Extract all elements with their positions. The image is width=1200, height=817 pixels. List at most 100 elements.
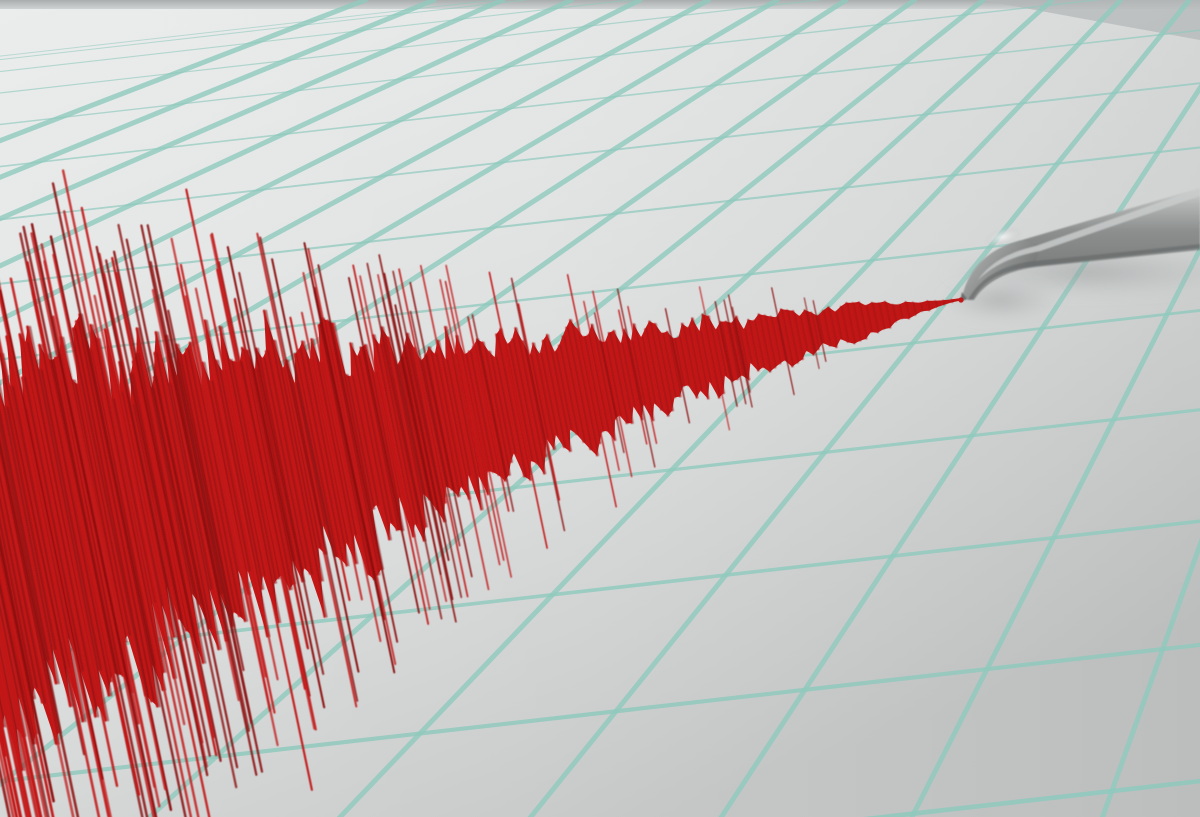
grid-line xyxy=(0,0,824,94)
trace-outlier-spike xyxy=(179,263,276,714)
trace-spike xyxy=(822,310,831,347)
trace-outlier-spike xyxy=(409,281,473,578)
trace-outlier-spike xyxy=(439,279,501,566)
trace-spike-shadow xyxy=(547,334,573,452)
trace-spike-shadow xyxy=(265,309,328,618)
trace-spike-shadow xyxy=(0,641,26,771)
trace-spike xyxy=(0,653,24,772)
trace-outlier-spike xyxy=(592,290,633,478)
trace-outlier-spike xyxy=(22,225,149,817)
trace-spike-shadow xyxy=(577,327,602,445)
trace-spike-shadow xyxy=(885,300,892,329)
trace-spike xyxy=(798,315,808,352)
trace-outlier-spike xyxy=(617,309,648,445)
trace-spike xyxy=(74,320,153,703)
trace-outlier-spike xyxy=(583,300,620,471)
trace-spike-shadow xyxy=(692,317,710,400)
trace-outlier-spike xyxy=(49,235,173,812)
trace-spike xyxy=(541,339,565,448)
grid-line xyxy=(1099,537,1200,817)
trace-spike-shadow xyxy=(187,348,243,617)
trace-spike-shadow xyxy=(299,348,344,560)
trace-outlier-spike xyxy=(409,310,461,547)
trace-spike-shadow xyxy=(892,303,897,323)
trace-outlier-spike xyxy=(80,206,211,817)
trace-spike-shadow xyxy=(361,346,400,531)
trace-spike xyxy=(221,369,265,577)
trace-spike xyxy=(453,353,480,477)
trace-outlier-spike xyxy=(444,280,505,561)
trace-spike-shadow xyxy=(73,379,128,643)
trace-spike-shadow xyxy=(516,327,547,475)
trace-spike-shadow xyxy=(555,351,573,431)
trace-spike-shadow xyxy=(859,301,868,340)
trace-outlier-spike xyxy=(0,289,104,780)
trace-spike xyxy=(632,323,654,422)
trace-spike-shadow xyxy=(296,382,326,527)
trace-spike xyxy=(185,348,241,618)
trace-spike xyxy=(827,306,837,349)
trace-spike xyxy=(444,325,483,511)
trace-spike-shadow xyxy=(878,302,885,330)
trace-outlier-spike xyxy=(488,271,548,549)
trace-spike-shadow xyxy=(605,341,622,416)
trace-spike-shadow xyxy=(512,338,539,465)
trace-spike xyxy=(214,359,263,591)
trace-outlier-spike xyxy=(627,305,658,444)
trace-spike-shadow xyxy=(351,342,392,541)
trace-spike xyxy=(511,338,538,465)
trace-spike-shadow xyxy=(621,342,636,408)
trace-spike xyxy=(78,313,159,708)
trace-spike xyxy=(319,361,356,536)
trace-outlier-spike xyxy=(714,301,738,407)
trace-spike-shadow xyxy=(77,320,155,703)
trace-spike xyxy=(152,375,201,605)
trace-spike xyxy=(308,358,348,544)
trace-outlier-spike xyxy=(125,238,239,769)
trace-outlier-spike xyxy=(61,169,200,817)
trace-outlier-spike xyxy=(151,288,240,702)
trace-outlier-spike xyxy=(0,538,55,803)
trace-spike xyxy=(724,320,738,381)
trace-spike xyxy=(481,341,510,476)
trace-spike-shadow xyxy=(217,359,265,590)
trace-spike-shadow xyxy=(295,353,338,557)
trace-spike xyxy=(575,327,601,445)
trace-outlier-spike xyxy=(378,254,457,623)
trace-spike-shadow xyxy=(155,351,213,630)
trace-spike xyxy=(640,336,655,404)
trace-spike xyxy=(96,337,165,674)
trace-spike xyxy=(612,329,633,424)
trace-spike xyxy=(0,506,36,689)
trace-outlier-spike xyxy=(723,299,747,405)
trace-spike xyxy=(181,353,235,613)
trace-spike-shadow xyxy=(256,368,296,561)
trace-spike-shadow xyxy=(191,341,249,622)
needle-arm-bottom-shade xyxy=(968,244,1200,300)
trace-spike-shadow xyxy=(138,327,207,664)
trace-spike-shadow xyxy=(263,357,307,569)
trace-outlier-spike xyxy=(314,286,386,621)
trace-spike xyxy=(153,351,211,630)
trace-spike xyxy=(950,298,953,303)
trace-spike-shadow xyxy=(533,342,557,450)
trace-spike-shadow xyxy=(328,319,381,576)
trace-spike-shadow xyxy=(634,323,655,422)
trace-spike-shadow xyxy=(563,335,586,443)
trace-spike-shadow xyxy=(852,302,862,342)
trace-spike xyxy=(373,371,401,498)
trace-spike-shadow xyxy=(811,311,820,350)
trace-outlier-spike xyxy=(62,210,193,817)
grid-line xyxy=(0,29,1200,168)
trace-spike-shadow xyxy=(828,306,838,348)
trace-spike-shadow xyxy=(770,315,782,365)
trace-spike-shadow xyxy=(0,469,47,704)
trace-spike-shadow xyxy=(496,333,527,478)
trace-spike xyxy=(730,322,743,376)
trace-spike-shadow xyxy=(358,355,393,524)
trace-spike-shadow xyxy=(674,337,685,387)
trace-spike xyxy=(598,340,616,421)
trace-spike-shadow xyxy=(570,319,600,457)
trace-spike-shadow xyxy=(243,346,293,591)
trace-spike xyxy=(356,355,392,524)
